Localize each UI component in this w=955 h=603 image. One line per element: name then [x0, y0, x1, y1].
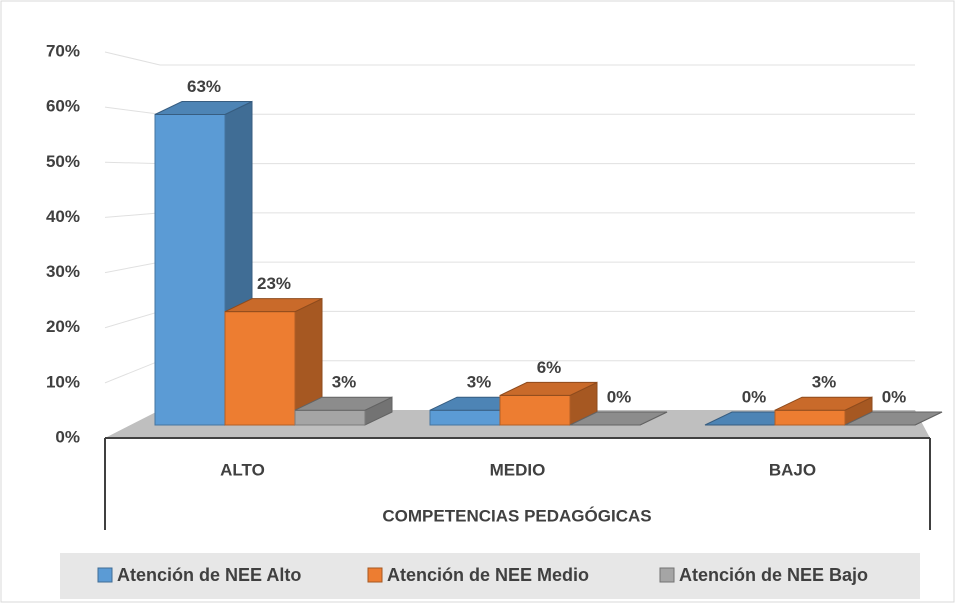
value-label: 3%: [332, 373, 357, 392]
value-label: 23%: [257, 274, 291, 293]
value-label: 3%: [467, 373, 492, 392]
bar-top: [294, 396, 393, 411]
grid-line: [104, 51, 161, 66]
grid-line: [104, 212, 161, 218]
y-tick-label: 10%: [46, 372, 80, 391]
value-label: 6%: [537, 358, 562, 377]
y-tick-label: 60%: [46, 97, 80, 116]
legend-swatch: [367, 567, 383, 583]
x-tick-label: MEDIO: [490, 460, 546, 479]
bar-top: [224, 298, 323, 313]
x-tick-label: ALTO: [220, 460, 265, 479]
bar-top: [844, 411, 943, 426]
grid-line: [104, 261, 161, 274]
legend-box: [60, 553, 920, 599]
y-tick-label: 0%: [55, 427, 80, 446]
legend-swatch: [97, 567, 113, 583]
y-tick-label: 20%: [46, 317, 80, 336]
bar: [499, 394, 571, 426]
grid-line: [104, 161, 161, 165]
y-tick-label: 70%: [46, 41, 80, 60]
bar: [294, 409, 366, 426]
bar-top: [774, 396, 873, 411]
legend-swatch: [659, 567, 675, 583]
grid-line: [104, 360, 161, 384]
bar-top: [569, 411, 668, 426]
value-label: 0%: [882, 387, 907, 406]
value-label: 0%: [742, 387, 767, 406]
legend-label: Atención de NEE Medio: [387, 565, 589, 585]
legend-label: Atención de NEE Bajo: [679, 565, 868, 585]
bar-top: [499, 381, 598, 396]
grid-line: [104, 310, 161, 329]
value-label: 0%: [607, 387, 632, 406]
legend-label: Atención de NEE Alto: [117, 565, 301, 585]
y-tick-label: 50%: [46, 152, 80, 171]
bar: [774, 409, 846, 426]
bar: [224, 311, 296, 426]
grid-line: [104, 106, 161, 115]
bar: [154, 114, 226, 426]
bar-top: [154, 101, 253, 115]
x-axis-title: COMPETENCIAS PEDAGÓGICAS: [382, 506, 651, 525]
value-label: 3%: [812, 373, 837, 392]
x-tick-label: BAJO: [769, 460, 816, 479]
bar: [429, 409, 501, 426]
value-label: 63%: [187, 77, 221, 96]
y-tick-label: 40%: [46, 207, 80, 226]
y-tick-label: 30%: [46, 262, 80, 281]
